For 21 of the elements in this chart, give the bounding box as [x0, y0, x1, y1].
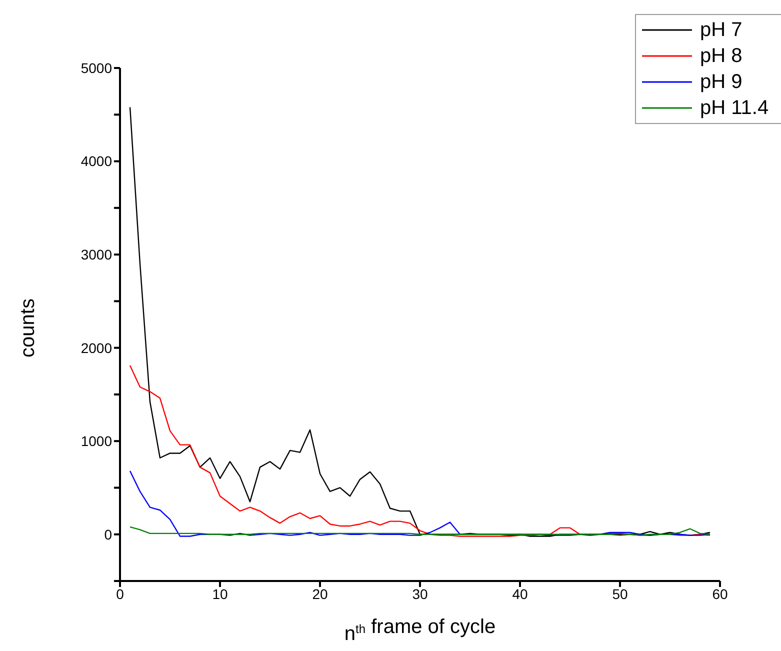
line-series — [129, 526, 711, 536]
y-tick-label: 0 — [104, 526, 112, 542]
x-tick-label: 20 — [312, 586, 328, 602]
x-tick-label: 50 — [612, 586, 628, 602]
legend-label: pH 8 — [700, 44, 742, 68]
x-tick-label: 10 — [212, 586, 228, 602]
x-tick-label: 40 — [512, 586, 528, 602]
legend-label: pH 7 — [700, 18, 742, 42]
x-tick-label: 60 — [712, 586, 728, 602]
legend-label: pH 11.4 — [700, 96, 769, 120]
line-series — [129, 364, 711, 537]
y-tick-label: 2000 — [80, 340, 112, 356]
y-tick-label: 4000 — [80, 153, 112, 170]
y-tick-label: 5000 — [80, 60, 112, 76]
x-tick-label: 30 — [412, 586, 428, 602]
legend-label: pH 9 — [700, 70, 742, 94]
y-tick-label: 1000 — [80, 433, 112, 450]
x-axis-title: n$^{th}$ frame of cycle — [344, 616, 496, 645]
y-axis-title: counts — [17, 298, 39, 358]
x-tick-label: 0 — [116, 586, 124, 602]
y-tick-label: 3000 — [80, 246, 112, 263]
